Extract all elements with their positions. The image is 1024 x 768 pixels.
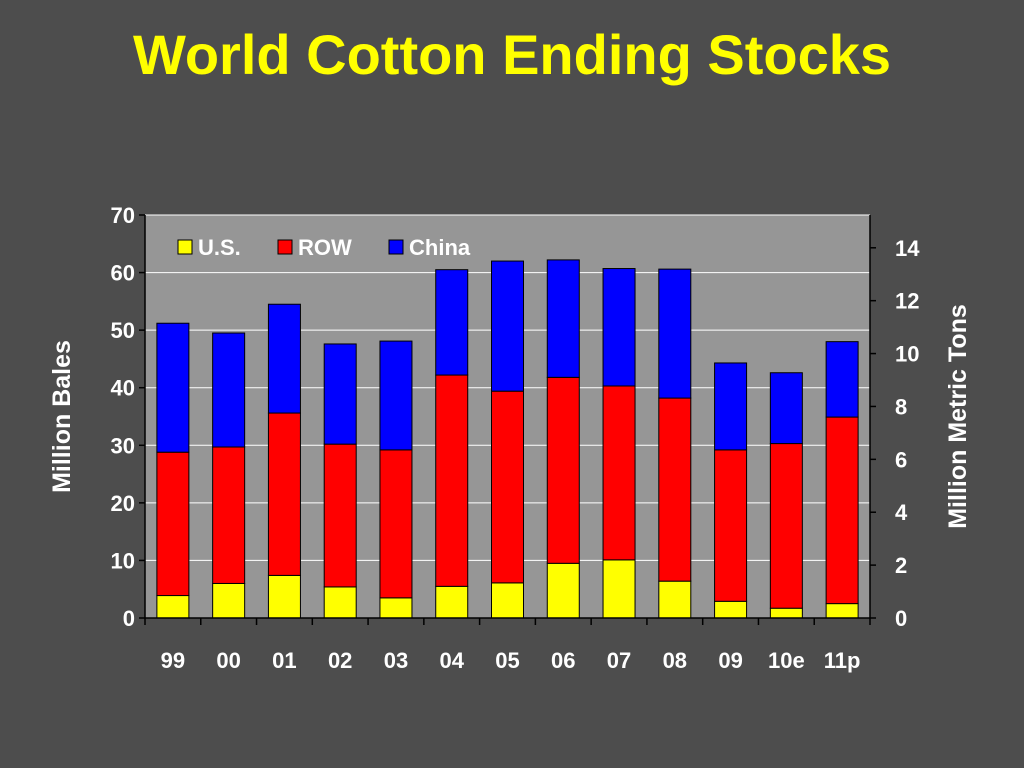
bar-segment: [323, 443, 357, 588]
bar-segment: [267, 574, 301, 619]
bar-segment: [825, 416, 859, 605]
y-tick-label: 40: [111, 376, 135, 401]
y-tick-label: 0: [123, 606, 135, 631]
legend-swatch: [388, 239, 404, 255]
bar-segment: [212, 446, 246, 584]
bar-segment: [658, 268, 692, 399]
slide-title: World Cotton Ending Stocks: [132, 23, 892, 86]
bar-segment: [267, 303, 301, 414]
bar-segment: [546, 562, 580, 619]
bar-segment: [435, 269, 469, 376]
y-tick-label: 70: [111, 203, 135, 228]
legend-label: U.S.: [198, 235, 241, 260]
bar-segment: [825, 341, 859, 418]
x-tick-label: 08: [663, 648, 687, 673]
x-tick-label: 04: [439, 648, 464, 673]
bar-segment: [323, 586, 357, 619]
right-axis-ticks: 0 2 4 6 8 10 12 14: [870, 236, 920, 631]
left-axis-ticks: 0 10 20 30 40 50 60 70: [111, 203, 145, 631]
bar-segment: [491, 582, 524, 619]
y2-tick-label: 4: [895, 500, 908, 525]
bar-segment: [546, 259, 580, 378]
y2-tick-label: 8: [895, 394, 907, 419]
y2-axis-title: Million Metric Tons: [944, 304, 972, 529]
bar-segment: [602, 268, 636, 387]
bar-segment: [379, 340, 413, 451]
x-axis-ticks: 99 00 01 02 03 04 05 06 07 08 09 10e 11p: [144, 618, 871, 673]
bar-segment: [491, 390, 524, 584]
bar-segment: [546, 376, 580, 564]
x-tick-label: 01: [272, 648, 296, 673]
legend-swatch: [177, 239, 193, 255]
bars: [156, 259, 859, 619]
x-tick-label: 06: [551, 648, 575, 673]
y-tick-label: 20: [111, 491, 135, 516]
bar-segment: [769, 607, 803, 619]
x-tick-label: 09: [718, 648, 742, 673]
y2-tick-label: 0: [895, 606, 907, 631]
bar-segment: [156, 451, 190, 597]
bar-segment: [435, 585, 469, 619]
y2-tick-label: 6: [895, 447, 907, 472]
bar-segment: [156, 595, 190, 619]
bar-segment: [212, 582, 246, 619]
y-tick-label: 10: [111, 548, 135, 573]
x-tick-label: 02: [328, 648, 352, 673]
bar-segment: [714, 362, 748, 451]
bar-segment: [658, 580, 692, 619]
bar-segment: [714, 600, 748, 619]
bar-segment: [602, 385, 636, 561]
bar-segment: [602, 559, 636, 619]
y2-tick-label: 10: [895, 342, 919, 367]
bar-segment: [714, 449, 748, 602]
legend: U.S. ROW China: [177, 235, 471, 260]
bar-segment: [435, 374, 469, 587]
x-tick-label: 03: [384, 648, 408, 673]
x-tick-label: 10e: [768, 648, 805, 673]
legend-swatch: [277, 239, 293, 255]
y2-tick-label: 14: [895, 236, 920, 261]
bar-segment: [658, 397, 692, 582]
bar-segment: [769, 372, 803, 445]
y-axis-title: Million Bales: [48, 340, 76, 493]
y2-tick-label: 12: [895, 289, 919, 314]
x-tick-label: 00: [216, 648, 240, 673]
x-tick-label: 99: [161, 648, 185, 673]
bar-segment: [267, 412, 301, 576]
x-tick-label: 07: [607, 648, 631, 673]
bar-segment: [379, 597, 413, 619]
bar-segment: [156, 322, 190, 453]
bar-segment: [825, 603, 859, 619]
y-tick-label: 60: [111, 261, 135, 286]
x-tick-label: 05: [495, 648, 519, 673]
legend-label: ROW: [298, 235, 352, 260]
bar-segment: [491, 260, 524, 392]
legend-label: China: [409, 235, 471, 260]
bar-segment: [212, 332, 246, 448]
y2-tick-label: 2: [895, 553, 907, 578]
bar-segment: [379, 449, 413, 599]
bar-segment: [769, 443, 803, 609]
y-tick-label: 30: [111, 433, 135, 458]
x-tick-label: 11p: [824, 648, 861, 673]
bar-segment: [323, 343, 357, 445]
y-tick-label: 50: [111, 318, 135, 343]
